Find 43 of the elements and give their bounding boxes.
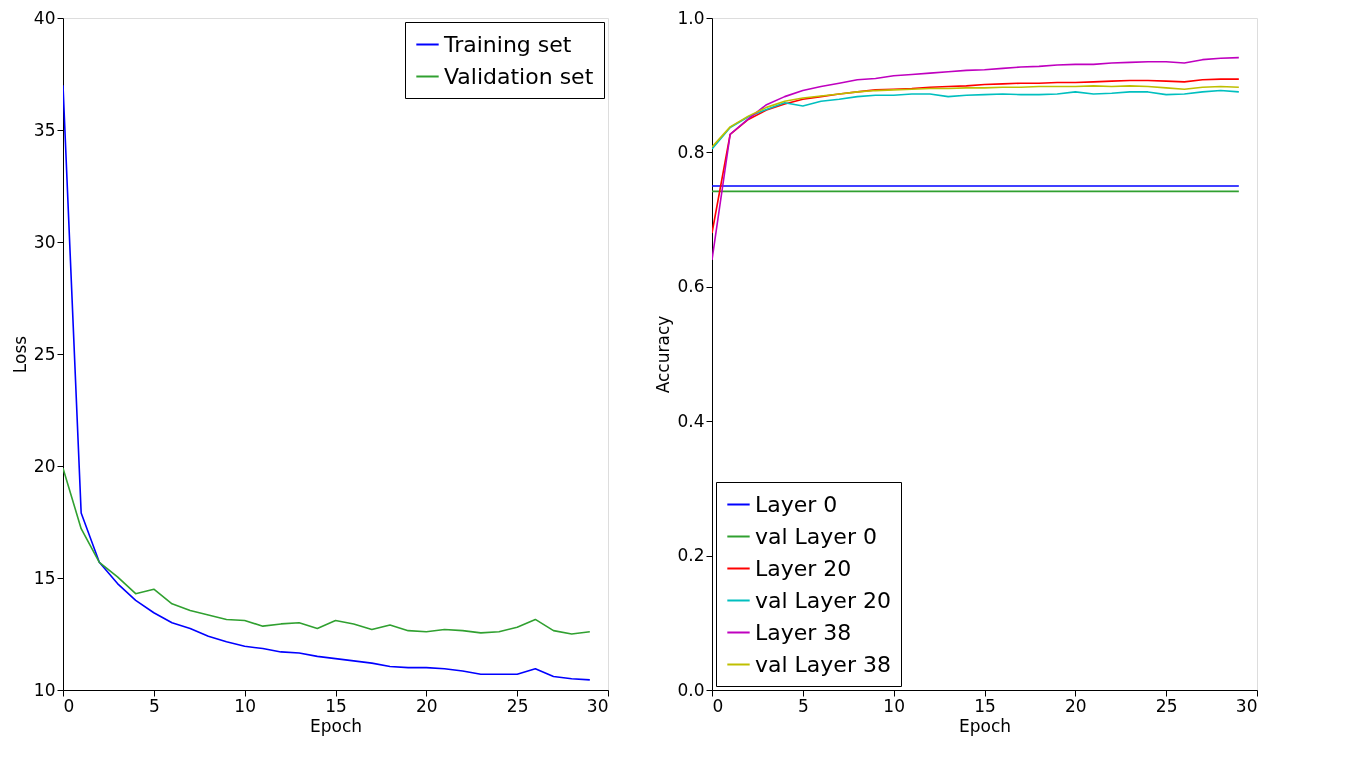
x-tick-label: 10 <box>234 695 256 716</box>
legend-label: Validation set <box>444 63 594 89</box>
x-tick-label: 25 <box>506 695 529 716</box>
y-tick-label: 0.0 <box>677 679 705 700</box>
x-tick-label: 15 <box>974 695 996 716</box>
legend-label: val Layer 38 <box>755 651 891 677</box>
legend-label: Layer 0 <box>755 491 838 517</box>
legend-label: Layer 38 <box>755 619 852 645</box>
y-tick-label: 10 <box>33 679 56 700</box>
line-series <box>712 78 1240 234</box>
x-tick-label: 30 <box>586 695 609 716</box>
y-tick-label: 15 <box>33 567 56 588</box>
y-tick-label: 0.8 <box>677 141 705 162</box>
legend-label: val Layer 20 <box>755 587 891 613</box>
x-tick-label: 15 <box>325 695 347 716</box>
line-series <box>63 467 591 635</box>
x-tick-label: 30 <box>1235 695 1258 716</box>
legend-label: Layer 20 <box>755 555 852 581</box>
y-tick-label: 35 <box>33 119 56 140</box>
x-axis-title: Epoch <box>958 715 1012 736</box>
legend-label: Training set <box>443 31 572 57</box>
y-tick-label: 0.2 <box>677 545 705 566</box>
y-tick-label: 20 <box>33 455 56 476</box>
x-axis-title: Epoch <box>309 715 363 736</box>
y-axis-title: Accuracy <box>653 315 674 394</box>
y-tick-label: 30 <box>33 231 56 252</box>
x-tick-label: 0 <box>63 695 75 716</box>
x-tick-label: 5 <box>148 695 160 716</box>
x-tick-label: 20 <box>416 695 438 716</box>
x-tick-label: 5 <box>797 695 809 716</box>
legend-label: val Layer 0 <box>755 523 877 549</box>
y-tick-label: 40 <box>33 7 56 28</box>
y-tick-label: 0.4 <box>677 410 705 431</box>
x-tick-label: 10 <box>883 695 905 716</box>
y-tick-label: 25 <box>33 343 56 364</box>
x-tick-label: 20 <box>1065 695 1087 716</box>
line-series <box>712 56 1240 261</box>
x-tick-label: 0 <box>712 695 724 716</box>
y-tick-label: 0.6 <box>677 276 705 297</box>
y-tick-label: 1.0 <box>677 7 705 28</box>
y-axis-title: Loss <box>9 335 30 374</box>
line-series <box>63 84 591 681</box>
x-tick-label: 25 <box>1155 695 1178 716</box>
